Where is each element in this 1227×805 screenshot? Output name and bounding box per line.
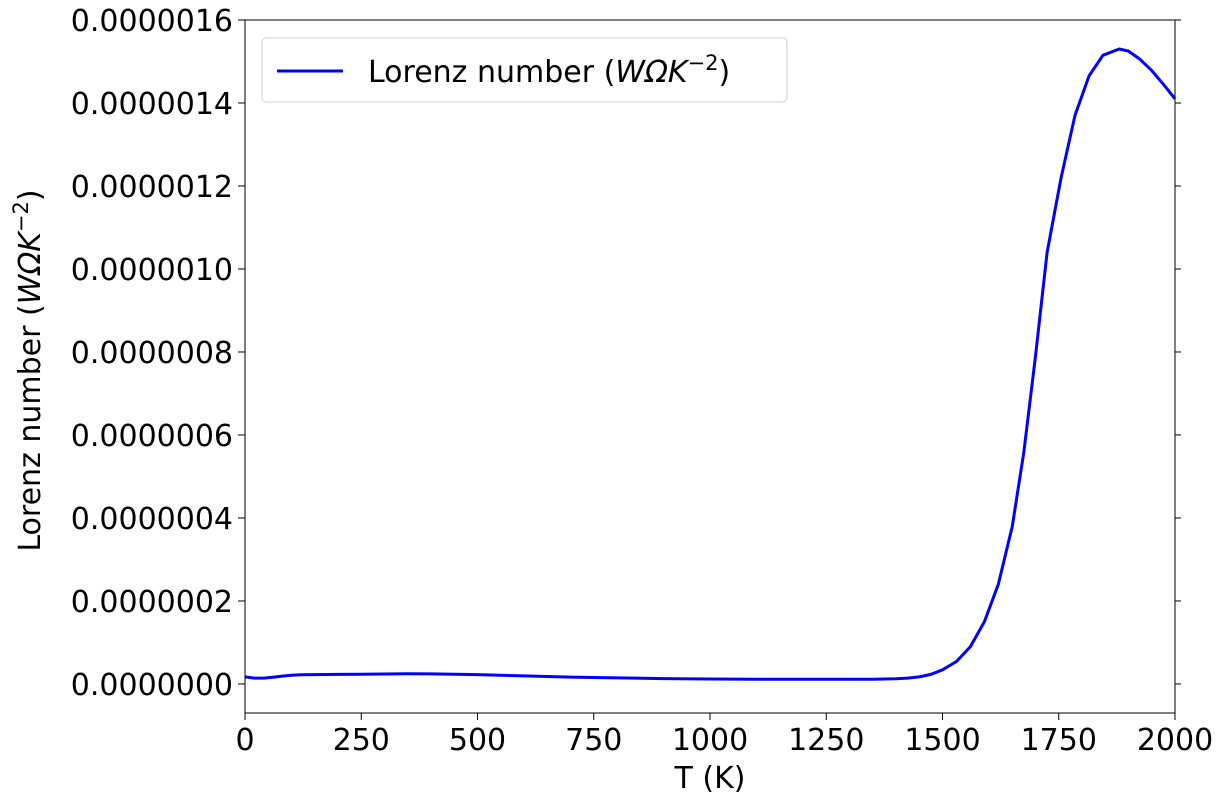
legend-entry-lorenz-number: Lorenz number (WΩK−2) [368, 51, 730, 90]
y-tick-label: 0.0000014 [71, 87, 233, 122]
y-axis-label-close: ) [13, 189, 48, 201]
x-tick-label: 1500 [904, 723, 980, 758]
x-axis-label: T (K) [674, 761, 746, 796]
y-tick-label: 0.0000016 [71, 4, 233, 39]
y-axis-label-main: Lorenz number ( [13, 304, 48, 551]
x-tick-label: 2000 [1137, 723, 1213, 758]
x-tick-label: 1750 [1021, 723, 1097, 758]
y-tick-label: 0.0000008 [71, 336, 233, 371]
x-tick-label: 250 [333, 723, 390, 758]
y-axis-label: Lorenz number (WΩK−2) [9, 189, 48, 551]
y-tick-label: 0.0000002 [71, 585, 233, 620]
legend-entry-close: ) [719, 55, 731, 90]
legend-entry-main: Lorenz number ( [368, 55, 615, 90]
x-tick-label: 750 [565, 723, 622, 758]
y-tick-label: 0.0000004 [71, 502, 233, 537]
series-line-lorenz-number [244, 47, 1177, 681]
legend: Lorenz number (WΩK−2) [261, 37, 788, 103]
y-tick-label: 0.0000012 [71, 170, 233, 205]
x-tick-label: 1000 [672, 723, 748, 758]
legend-entry-math: WΩK [615, 55, 690, 90]
legend-box [261, 37, 788, 103]
y-axis-label-superscript: −2 [9, 201, 33, 232]
x-axis-ticks: 0 250 500 750 1000 1250 1500 1750 2000 [235, 713, 1213, 758]
y-axis-ticks: 0.0000000 0.0000002 0.0000004 0.0000006 0.00… [71, 4, 1181, 703]
x-tick-label: 500 [449, 723, 506, 758]
y-tick-label: 0.0000006 [71, 419, 233, 454]
legend-entry-superscript: −2 [688, 51, 719, 75]
x-tick-label: 1250 [788, 723, 864, 758]
y-axis-label-math: WΩK [13, 230, 48, 305]
plot-area-frame [244, 19, 1176, 714]
plot-lines [244, 47, 1177, 681]
y-tick-label: 0.0000010 [71, 253, 233, 288]
x-tick-label: 0 [235, 723, 254, 758]
y-tick-label: 0.0000000 [71, 668, 233, 703]
